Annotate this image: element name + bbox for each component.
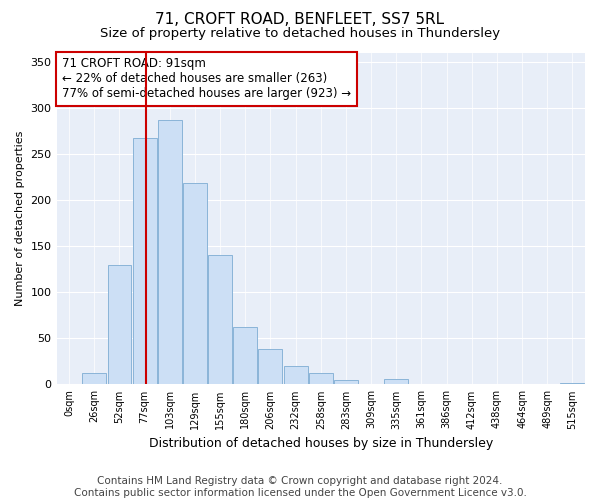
Bar — [208, 256, 232, 384]
Bar — [158, 120, 182, 384]
Bar — [259, 350, 283, 384]
Bar — [309, 374, 333, 384]
Bar — [560, 382, 584, 384]
X-axis label: Distribution of detached houses by size in Thundersley: Distribution of detached houses by size … — [149, 437, 493, 450]
Bar — [334, 380, 358, 384]
Bar — [284, 366, 308, 384]
Text: 71 CROFT ROAD: 91sqm
← 22% of detached houses are smaller (263)
77% of semi-deta: 71 CROFT ROAD: 91sqm ← 22% of detached h… — [62, 58, 351, 100]
Bar — [183, 184, 207, 384]
Text: 71, CROFT ROAD, BENFLEET, SS7 5RL: 71, CROFT ROAD, BENFLEET, SS7 5RL — [155, 12, 445, 28]
Bar — [233, 328, 257, 384]
Text: Size of property relative to detached houses in Thundersley: Size of property relative to detached ho… — [100, 28, 500, 40]
Bar — [82, 374, 106, 384]
Bar — [385, 379, 408, 384]
Bar — [107, 264, 131, 384]
Y-axis label: Number of detached properties: Number of detached properties — [15, 131, 25, 306]
Text: Contains HM Land Registry data © Crown copyright and database right 2024.
Contai: Contains HM Land Registry data © Crown c… — [74, 476, 526, 498]
Bar — [133, 138, 157, 384]
